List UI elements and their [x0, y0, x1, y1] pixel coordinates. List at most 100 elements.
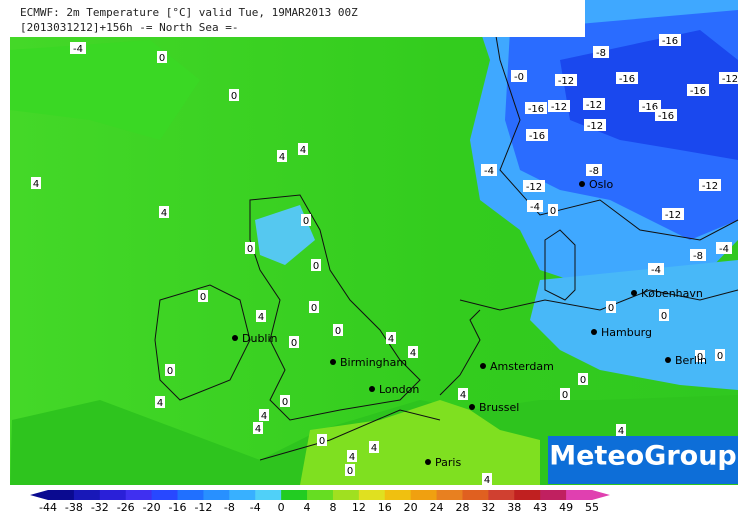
colorbar-swatch — [307, 490, 334, 500]
contour-label-box — [31, 177, 41, 189]
contour-label: 0 — [717, 351, 723, 362]
contour-label: 4 — [388, 334, 394, 345]
colorbar-label: 4 — [304, 501, 311, 514]
colorbar-label: 49 — [559, 501, 573, 514]
city-name: Paris — [435, 456, 461, 469]
city-dot — [591, 329, 597, 335]
contour-label: 4 — [261, 411, 267, 422]
contour-label-box — [578, 373, 588, 385]
contour-label-box — [458, 388, 468, 400]
contour-label: -12 — [526, 182, 542, 193]
colorbar-arrow — [592, 490, 610, 500]
contour-label: 0 — [231, 91, 237, 102]
contour-label-box — [606, 301, 616, 313]
contour-label-box — [481, 164, 497, 176]
colorbar-swatch — [255, 490, 282, 500]
colorbar-label: -20 — [143, 501, 161, 514]
colorbar-label: -26 — [117, 501, 135, 514]
contour-label-box — [616, 72, 638, 84]
city-dot — [425, 459, 431, 465]
colorbar-swatch — [514, 490, 541, 500]
colorbar-swatch — [229, 490, 256, 500]
contour-label: -16 — [642, 102, 658, 113]
coastline — [459, 289, 739, 311]
coastline — [259, 409, 441, 461]
contour-label-box — [157, 51, 167, 63]
contour-label-box — [259, 409, 269, 421]
cold-zone — [530, 260, 738, 390]
colorbar-swatch — [462, 490, 489, 500]
contour-label-box — [277, 150, 287, 162]
contour-label-box — [317, 434, 327, 446]
coastline — [544, 229, 576, 301]
city-dot — [232, 335, 238, 341]
contour-label-box — [301, 214, 311, 226]
contour-label-box — [548, 204, 558, 216]
contour-label-box — [165, 364, 175, 376]
city-name: Birmingham — [340, 356, 407, 369]
contour-label: -12 — [558, 76, 574, 87]
colorbar-label: 38 — [507, 501, 521, 514]
city-name: London — [379, 383, 419, 396]
colorbar-swatch — [203, 490, 230, 500]
contour-label: 4 — [157, 398, 163, 409]
colorbar-label: 12 — [352, 501, 366, 514]
colorbar-swatch — [384, 490, 412, 500]
contour-label-box — [311, 259, 321, 271]
contour-label-box — [659, 34, 681, 46]
contour-label-box — [245, 242, 255, 254]
coastline — [439, 309, 481, 396]
colorbar-swatch — [540, 490, 567, 500]
contour-label: 0 — [313, 261, 319, 272]
colorbar-label: -44 — [39, 501, 57, 514]
contour-label-box — [155, 396, 165, 408]
contour-label-box — [616, 424, 626, 436]
contour-label-box — [256, 310, 266, 322]
warm-zone — [300, 400, 540, 485]
contour-label: 4 — [33, 179, 39, 190]
contour-label-box — [586, 164, 602, 176]
contour-label-box — [593, 46, 609, 58]
contour-label: 4 — [618, 426, 624, 437]
colorbar-swatch — [99, 490, 127, 500]
contour-label: -16 — [690, 86, 706, 97]
contour-label: -12 — [665, 210, 681, 221]
logo: MeteoGroup — [549, 441, 737, 472]
colorbar-label: -16 — [169, 501, 187, 514]
contour-label: -12 — [551, 102, 567, 113]
city-name: Brussel — [479, 401, 519, 414]
contour-label-box — [289, 336, 299, 348]
contour-label: -4 — [719, 244, 729, 255]
contour-label: 4 — [410, 348, 416, 359]
contour-label-box — [716, 242, 732, 254]
city-dot — [579, 181, 585, 187]
colorbar: -44 -38 -32 -26 -20 -16 -12 -8 -4 0 4 8 12 16 20 24 28 32… — [30, 490, 610, 514]
contour-label: 0 — [159, 53, 165, 64]
sea-shade — [10, 40, 200, 140]
contour-label: 0 — [697, 352, 703, 363]
colorbar-label: 16 — [378, 501, 392, 514]
contour-label: 4 — [258, 312, 264, 323]
contour-label: 0 — [200, 292, 206, 303]
contour-label-box — [648, 263, 664, 275]
contour-label-box — [584, 119, 606, 131]
contour-label: -16 — [619, 74, 635, 85]
contour-label: -12 — [587, 121, 603, 132]
contour-label: -12 — [702, 181, 718, 192]
contour-label: -16 — [658, 111, 674, 122]
city-name: København — [641, 287, 703, 300]
contour-label-box — [347, 450, 357, 462]
contour-label-box — [309, 301, 319, 313]
colorbar-label: -4 — [250, 501, 261, 514]
colorbar-swatch — [177, 490, 204, 500]
contour-label: 0 — [303, 216, 309, 227]
contour-label-box — [159, 206, 169, 218]
contour-label: -4 — [73, 44, 83, 55]
colorbar-swatch — [151, 490, 179, 500]
contour-label: -8 — [693, 251, 703, 262]
city-dot — [369, 386, 375, 392]
colorbar-swatch — [73, 490, 101, 500]
contour-label-box — [482, 473, 492, 485]
